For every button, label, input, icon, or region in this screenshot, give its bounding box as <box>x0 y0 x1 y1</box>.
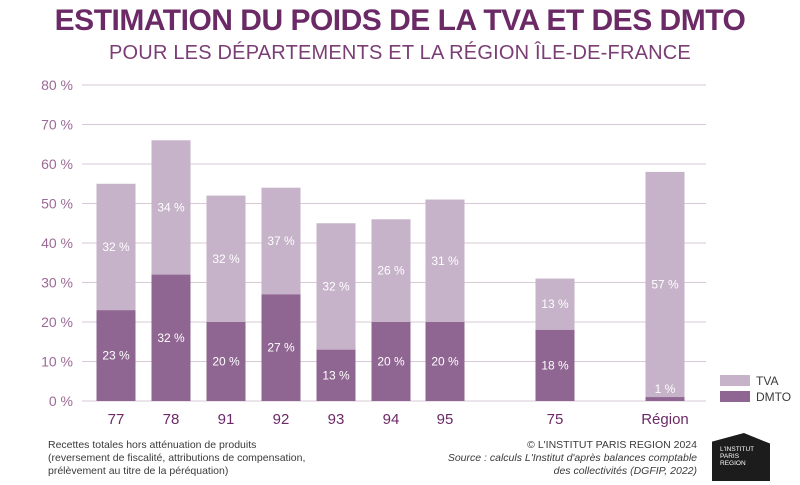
copyright: © L'INSTITUT PARIS REGION 2024 <box>527 439 697 451</box>
bar-tva-75 <box>535 278 575 330</box>
bar-dmto-92 <box>261 294 301 401</box>
footnote-line: prélèvement au titre de la péréquation) <box>48 465 229 477</box>
bar-dmto-91 <box>206 322 246 401</box>
footnote-line: Recettes totales hors atténuation de pro… <box>48 439 257 451</box>
y-axis-ticks: 0 % 10 % 20 % 30 % 40 % 50 % 60 % 70 % 80 % <box>41 77 73 409</box>
bar-tva-78 <box>151 140 191 275</box>
bar-tva-92 <box>261 187 301 295</box>
x-tick-label: Région <box>641 411 689 428</box>
x-tick-label: 93 <box>328 411 345 428</box>
y-tick-label: 60 % <box>41 156 73 172</box>
data-label-dmto: 23 % <box>102 349 130 363</box>
data-label-tva: 31 % <box>431 254 459 268</box>
data-label-dmto: 1 % <box>655 382 676 396</box>
data-label-tva: 26 % <box>377 264 405 278</box>
data-label-dmto: 20 % <box>431 355 459 369</box>
bar-tva-91 <box>206 195 246 322</box>
chart-title: ESTIMATION DU POIDS DE LA TVA ET DES DMT… <box>54 4 746 37</box>
y-tick-label: 40 % <box>41 235 73 251</box>
data-label-dmto: 20 % <box>377 355 405 369</box>
y-tick-label: 20 % <box>41 314 73 330</box>
y-tick-label: 70 % <box>41 117 73 133</box>
chart-subtitle: POUR LES DÉPARTEMENTS ET LA RÉGION ÎLE-D… <box>109 42 691 64</box>
institut-logo: L'INSTITUT PARIS REGION <box>712 433 770 481</box>
data-label-tva: 34 % <box>157 200 185 214</box>
source-line: Source : calculs L'Institut d'après bala… <box>447 452 697 464</box>
x-tick-label: 77 <box>108 411 125 428</box>
y-tick-label: 80 % <box>41 77 73 93</box>
x-tick-label: 75 <box>547 411 564 428</box>
legend-swatch <box>720 391 750 402</box>
legend-swatch <box>720 375 750 386</box>
credit-block: © L'INSTITUT PARIS REGION 2024 Source : … <box>337 439 697 478</box>
x-tick-label: 91 <box>218 411 235 428</box>
data-label-dmto: 27 % <box>267 341 295 355</box>
x-tick-label: 94 <box>383 411 400 428</box>
bar-tva-93 <box>316 223 356 350</box>
bar-dmto-78 <box>151 274 191 401</box>
source-line: des collectivités (DGFIP, 2022) <box>553 465 697 477</box>
bar-dmto-77 <box>96 310 136 401</box>
legend: TVA DMTO <box>720 374 791 404</box>
legend-label: DMTO <box>756 390 791 404</box>
x-axis-ticks: 77 78 91 92 93 94 95 75 Région <box>108 411 689 428</box>
data-label-tva: 13 % <box>541 297 569 311</box>
logo-text: L'INSTITUT <box>720 446 755 453</box>
bar-tva-94 <box>371 219 411 322</box>
legend-label: TVA <box>756 374 778 388</box>
x-tick-label: 92 <box>273 411 290 428</box>
data-label-tva: 32 % <box>212 252 240 266</box>
data-label-dmto: 32 % <box>157 331 185 345</box>
footnote-line: (reversement de fiscalité, attributions … <box>48 452 306 464</box>
data-label-tva: 32 % <box>102 240 130 254</box>
footnote: Recettes totales hors atténuation de pro… <box>48 439 378 478</box>
bar-dmto-95 <box>425 322 465 401</box>
bar-dmto-Région <box>645 397 685 401</box>
data-label-tva: 32 % <box>322 279 350 293</box>
data-label-tva: 57 % <box>651 277 679 291</box>
bar-dmto-75 <box>535 329 575 401</box>
data-label-dmto: 18 % <box>541 358 569 372</box>
bar-tva-95 <box>425 199 465 322</box>
bar-dmto-94 <box>371 322 411 401</box>
logo-text: PARIS <box>720 453 740 460</box>
bar-tva-Région <box>645 171 685 398</box>
data-label-dmto: 20 % <box>212 355 240 369</box>
y-tick-label: 10 % <box>41 354 73 370</box>
x-tick-label: 78 <box>163 411 180 428</box>
y-tick-label: 0 % <box>49 393 73 409</box>
x-tick-label: 95 <box>437 411 454 428</box>
bars: 32 % 23 % 34 % 32 % 32 % 20 % 37 % 27 % 32 % 13 %… <box>96 140 685 401</box>
y-tick-label: 30 % <box>41 275 73 291</box>
logo-text: REGION <box>720 460 746 467</box>
data-label-tva: 37 % <box>267 234 295 248</box>
data-label-dmto: 13 % <box>322 368 350 382</box>
y-tick-label: 50 % <box>41 196 73 212</box>
bar-dmto-93 <box>316 349 356 401</box>
bar-tva-77 <box>96 183 136 311</box>
